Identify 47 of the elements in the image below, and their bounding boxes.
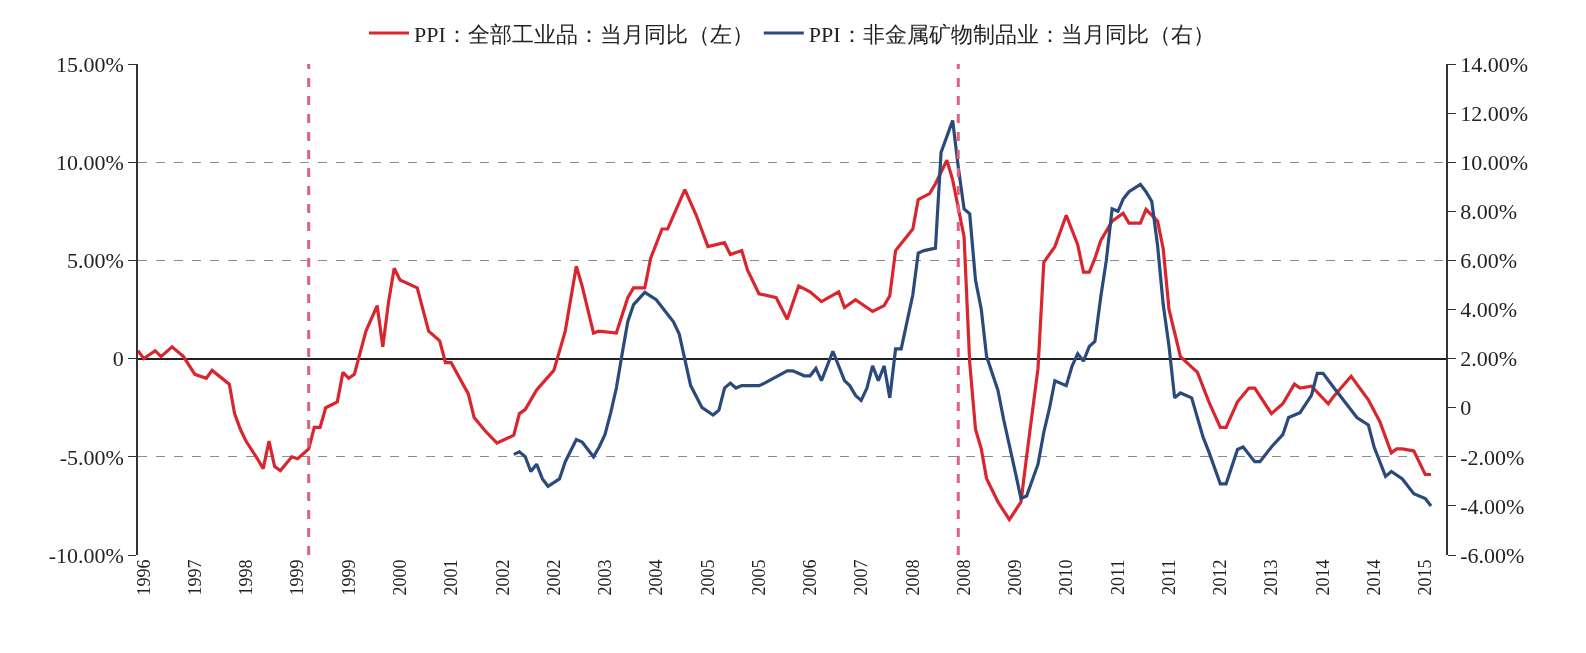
y2-tick-label: -2.00% bbox=[1460, 444, 1525, 470]
x-tick-label: 2014 bbox=[1312, 559, 1333, 596]
x-tick-label: 2003 bbox=[594, 559, 615, 596]
x-tick-label: 2010 bbox=[1056, 559, 1077, 596]
y2-tick-label: 8.00% bbox=[1460, 199, 1517, 224]
x-tick-label: 1999 bbox=[338, 559, 359, 596]
x-tick-label: 2005 bbox=[748, 559, 769, 596]
y-tick-label: -10.00% bbox=[48, 542, 124, 568]
x-tick-label: 1999 bbox=[287, 559, 308, 596]
x-tick-label: 2009 bbox=[1005, 559, 1026, 596]
x-tick-label: 2004 bbox=[646, 559, 667, 596]
x-tick-label: 2012 bbox=[1210, 559, 1231, 596]
x-tick-label: 2001 bbox=[440, 559, 461, 596]
legend-label: PPI：全部工业品：当月同比（左） bbox=[414, 21, 754, 47]
y2-tick-label: 14.00% bbox=[1460, 51, 1528, 77]
y2-tick-label: -4.00% bbox=[1460, 493, 1525, 519]
x-tick-label: 2013 bbox=[1261, 559, 1282, 596]
line-series bbox=[138, 158, 1433, 522]
y2-tick-label: 6.00% bbox=[1460, 248, 1517, 274]
x-tick-label: 2011 bbox=[1158, 559, 1179, 595]
x-tick-label: 2002 bbox=[492, 559, 513, 596]
y-tick-label: 5.00% bbox=[67, 248, 124, 274]
y-tick-label: 15.00% bbox=[56, 51, 124, 77]
y2-tick-label: -6.00% bbox=[1460, 542, 1525, 568]
line-series bbox=[512, 118, 1433, 508]
x-tick-label: 1998 bbox=[235, 559, 256, 596]
x-tick-label: 2000 bbox=[389, 559, 410, 596]
y2-tick-label: 2.00% bbox=[1460, 346, 1517, 372]
x-tick-label: 1996 bbox=[133, 559, 154, 596]
y2-tick-label: 12.00% bbox=[1460, 100, 1528, 126]
x-tick-label: 2006 bbox=[799, 559, 820, 596]
y2-tick-label: 4.00% bbox=[1460, 297, 1517, 323]
x-tick-label: 2015 bbox=[1415, 559, 1436, 596]
y2-tick-label: 10.00% bbox=[1460, 149, 1528, 175]
y-tick-label: 0 bbox=[112, 346, 124, 372]
x-tick-label: 2011 bbox=[1107, 559, 1128, 595]
x-tick-label: 2007 bbox=[851, 559, 871, 596]
y-tick-label: -5.00% bbox=[59, 444, 124, 470]
x-tick-label: 2002 bbox=[543, 559, 564, 596]
y2-tick-label: 0 bbox=[1460, 395, 1472, 421]
x-tick-label: 2005 bbox=[697, 559, 718, 596]
x-tick-label: 2008 bbox=[953, 559, 974, 596]
y-tick-label: 10.00% bbox=[56, 149, 124, 175]
x-tick-label: 2014 bbox=[1363, 559, 1384, 596]
legend-label: PPI：非金属矿物制品业：当月同比（右） bbox=[808, 21, 1215, 47]
x-tick-label: 2008 bbox=[902, 559, 923, 596]
x-tick-label: 1997 bbox=[184, 559, 205, 596]
